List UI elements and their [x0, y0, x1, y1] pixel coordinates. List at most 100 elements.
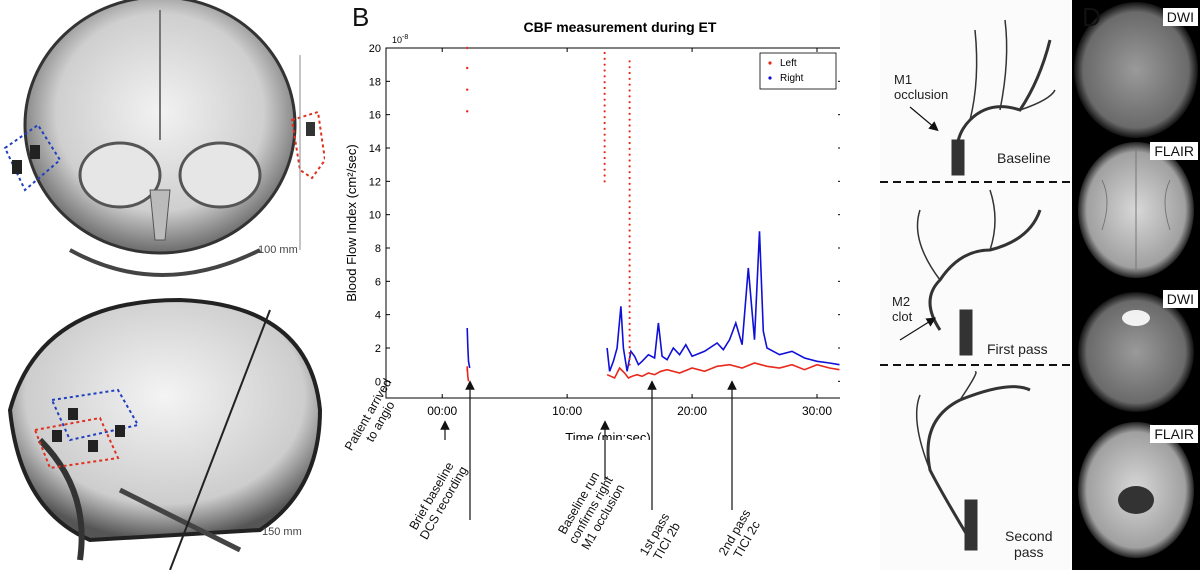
x-tick-label: 30:00 [802, 404, 832, 418]
label-m2-clot: M2 clot [892, 294, 913, 324]
x-axis-label: Time (min:sec) [565, 430, 650, 440]
spike-point [628, 188, 631, 191]
spike-point [628, 211, 631, 215]
series-layer [466, 46, 840, 382]
spike-point [628, 363, 631, 366]
spike-point [628, 334, 631, 337]
series-right-line [466, 231, 840, 372]
spike-point [628, 217, 631, 220]
panel-letter-b: B [352, 2, 370, 32]
y-tick-label: 16 [369, 110, 381, 122]
label-second-pass: Second pass [1005, 528, 1053, 560]
panel-letter-d: D [1082, 2, 1101, 32]
spike-point [466, 46, 469, 50]
spike-point [628, 276, 631, 279]
spike-point [603, 156, 606, 160]
y-tick-label: 6 [375, 276, 381, 288]
spike-point [628, 322, 631, 325]
y-tick-label: 18 [369, 76, 381, 88]
spike-point [603, 81, 606, 84]
x-axis: 00:00 10:00 20:00 30:00 [427, 48, 832, 418]
x-tick-label: 00:00 [427, 404, 457, 418]
spike-point [628, 281, 631, 285]
scale-label-bottom: 150 mm [262, 526, 302, 538]
x-tick-label: 10:00 [552, 404, 582, 418]
spike-point [603, 151, 606, 154]
spike-point [628, 141, 631, 145]
spike-point [628, 206, 631, 209]
spike-point [628, 246, 631, 250]
spike-point [603, 75, 606, 78]
x-tick-label: 20:00 [677, 404, 707, 418]
spike-point [628, 66, 631, 69]
spike-point [628, 287, 631, 290]
spike-point [628, 101, 631, 104]
spike-point [628, 229, 631, 232]
y-tick-label: 14 [369, 143, 381, 155]
spike-point [628, 316, 631, 320]
spike-point [466, 110, 469, 113]
probe-icon [88, 440, 98, 452]
cbf-chart: CBF measurement during ET 10-8 0 2 4 6 8 10 12… [344, 19, 840, 440]
label-m1-occlusion: M1 occlusion [894, 72, 949, 102]
spike-point [628, 83, 631, 86]
spike-point [603, 127, 606, 130]
label-first-pass: First pass [987, 341, 1048, 357]
angiogram-drawing [880, 19, 1070, 551]
dwi-bright-lesion [1122, 310, 1150, 326]
spike-point [603, 133, 606, 136]
spike-point [628, 95, 631, 98]
spike-point [628, 305, 631, 308]
arrow-m1 [909, 106, 939, 132]
spike-point [628, 136, 631, 139]
y-tick-label: 12 [369, 176, 381, 188]
probe-icon [115, 425, 125, 437]
spike-point [603, 168, 606, 171]
y-tick-label: 0 [375, 376, 381, 388]
arrow-m2 [899, 317, 937, 341]
spike-point [603, 92, 606, 95]
spike-point [628, 165, 631, 168]
spike-point [603, 174, 606, 177]
spike-point [628, 182, 631, 185]
spike-point [628, 357, 631, 360]
spike-point [628, 200, 631, 203]
chart-legend: Left Right [759, 52, 837, 90]
mri-label-dwi-1: DWI [1162, 8, 1198, 26]
spike-point [628, 77, 631, 80]
spike-point [603, 110, 606, 113]
spike-point [628, 311, 631, 314]
spike-point [603, 63, 606, 66]
spike-point [628, 351, 631, 355]
y-tick-label: 20 [369, 43, 381, 55]
spike-point [628, 60, 631, 63]
y-exponent: 10-8 [392, 34, 408, 45]
skull-lateral-drawing [7, 297, 323, 570]
plot-area [385, 47, 840, 399]
y-axis-label: Blood Flow Index (cm²/sec) [344, 144, 359, 302]
spike-point [466, 88, 469, 91]
spike-point [628, 112, 631, 115]
spike-point [603, 139, 606, 142]
spike-point [628, 241, 631, 244]
spike-point [628, 293, 631, 296]
legend-right-label: Right [780, 73, 804, 84]
scale-label-top: 100 mm [258, 244, 298, 256]
spike-point [628, 106, 631, 110]
spike-point [628, 194, 631, 197]
spike-point [628, 71, 631, 75]
spike-point [628, 264, 631, 267]
mri-column: DWI FLAIR DWI FLAIR [1072, 0, 1200, 570]
series-left-line [466, 362, 840, 382]
spike-point [603, 69, 606, 72]
spike-point [628, 328, 631, 331]
dashed-blue-region [50, 388, 140, 442]
spike-point [628, 258, 631, 261]
mri-slice-3 [1078, 292, 1194, 412]
dashed-red-region [290, 110, 325, 180]
spike-point [603, 86, 606, 90]
mri-label-dwi-2: DWI [1162, 290, 1198, 308]
y-tick-label: 4 [375, 310, 381, 322]
y-axis: 0 2 4 6 8 10 12 14 16 18 20 [369, 43, 840, 388]
spike-point [628, 153, 631, 156]
